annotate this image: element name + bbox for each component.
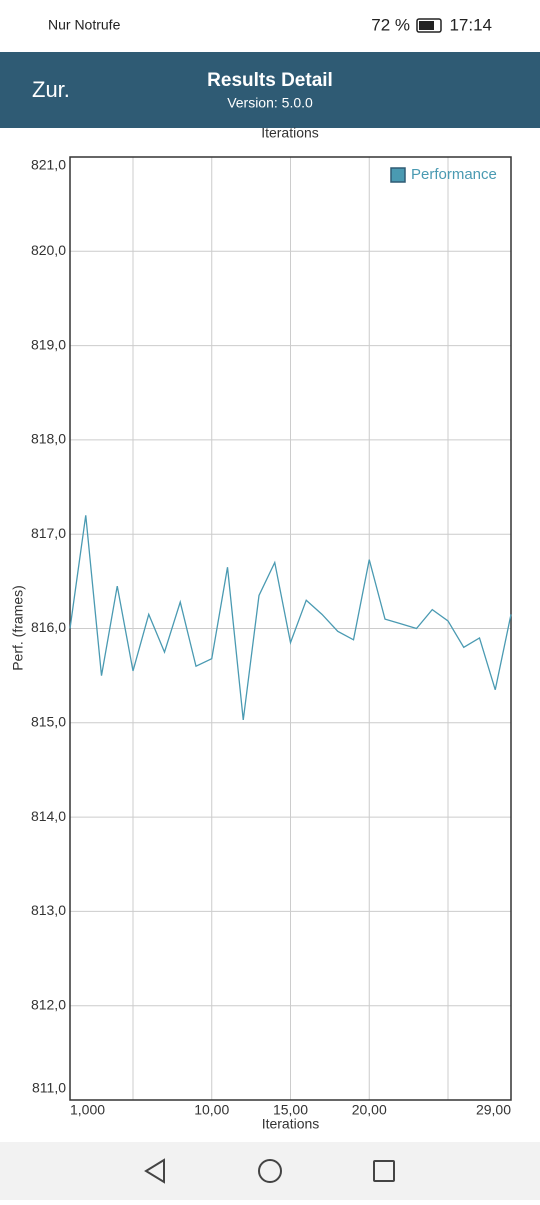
y-tick-label: 816,0 — [31, 619, 66, 635]
back-button[interactable]: Zur. — [32, 77, 70, 102]
y-tick-label: 815,0 — [31, 714, 66, 730]
x-tick-label: 10,00 — [194, 1102, 229, 1118]
legend-label: Performance — [411, 166, 497, 183]
nav-recent[interactable] — [373, 1160, 395, 1182]
battery-icon — [416, 18, 442, 33]
y-tick-label: 817,0 — [31, 525, 66, 541]
nav-back[interactable] — [144, 1158, 165, 1184]
chart: 811,0 812,0 813,0 814,0 815,0 816,0 817,0 818,0… — [10, 156, 512, 1132]
y-tick-label: 812,0 — [31, 996, 66, 1012]
x-tick-label: 20,00 — [352, 1102, 387, 1118]
y-tick-label: 821,0 — [31, 157, 66, 173]
clock: 17:14 — [449, 15, 492, 34]
battery-fill — [419, 21, 434, 30]
y-tick-label: 818,0 — [31, 431, 66, 447]
subtitle: Version: 5.0.0 — [227, 95, 313, 111]
y-tick-label: 819,0 — [31, 336, 66, 352]
y-tick-label: 814,0 — [31, 808, 66, 824]
y-tick-label: 811,0 — [32, 1080, 66, 1096]
y-axis-label: Perf. (frames) — [10, 585, 26, 671]
status-bar — [0, 0, 540, 52]
app-bar — [0, 52, 540, 128]
nav-home[interactable] — [258, 1159, 282, 1183]
x-tick-label: 15,00 — [273, 1102, 308, 1118]
legend-swatch — [390, 167, 406, 183]
x-tick-label: 1,000 — [70, 1102, 105, 1118]
nav-bar — [0, 1142, 540, 1200]
carrier: Nur Notrufe — [48, 17, 121, 33]
y-tick-label: 813,0 — [31, 902, 66, 918]
x-axis-label: Iterations — [262, 1116, 320, 1132]
y-tick-label: 820,0 — [31, 242, 66, 258]
data-line — [69, 515, 512, 721]
x-axis-label: Iterations — [261, 125, 319, 141]
x-tick-label: 29,00 — [476, 1102, 511, 1118]
title: Results Detail — [207, 70, 333, 91]
battery-level: 72 % — [371, 15, 410, 34]
